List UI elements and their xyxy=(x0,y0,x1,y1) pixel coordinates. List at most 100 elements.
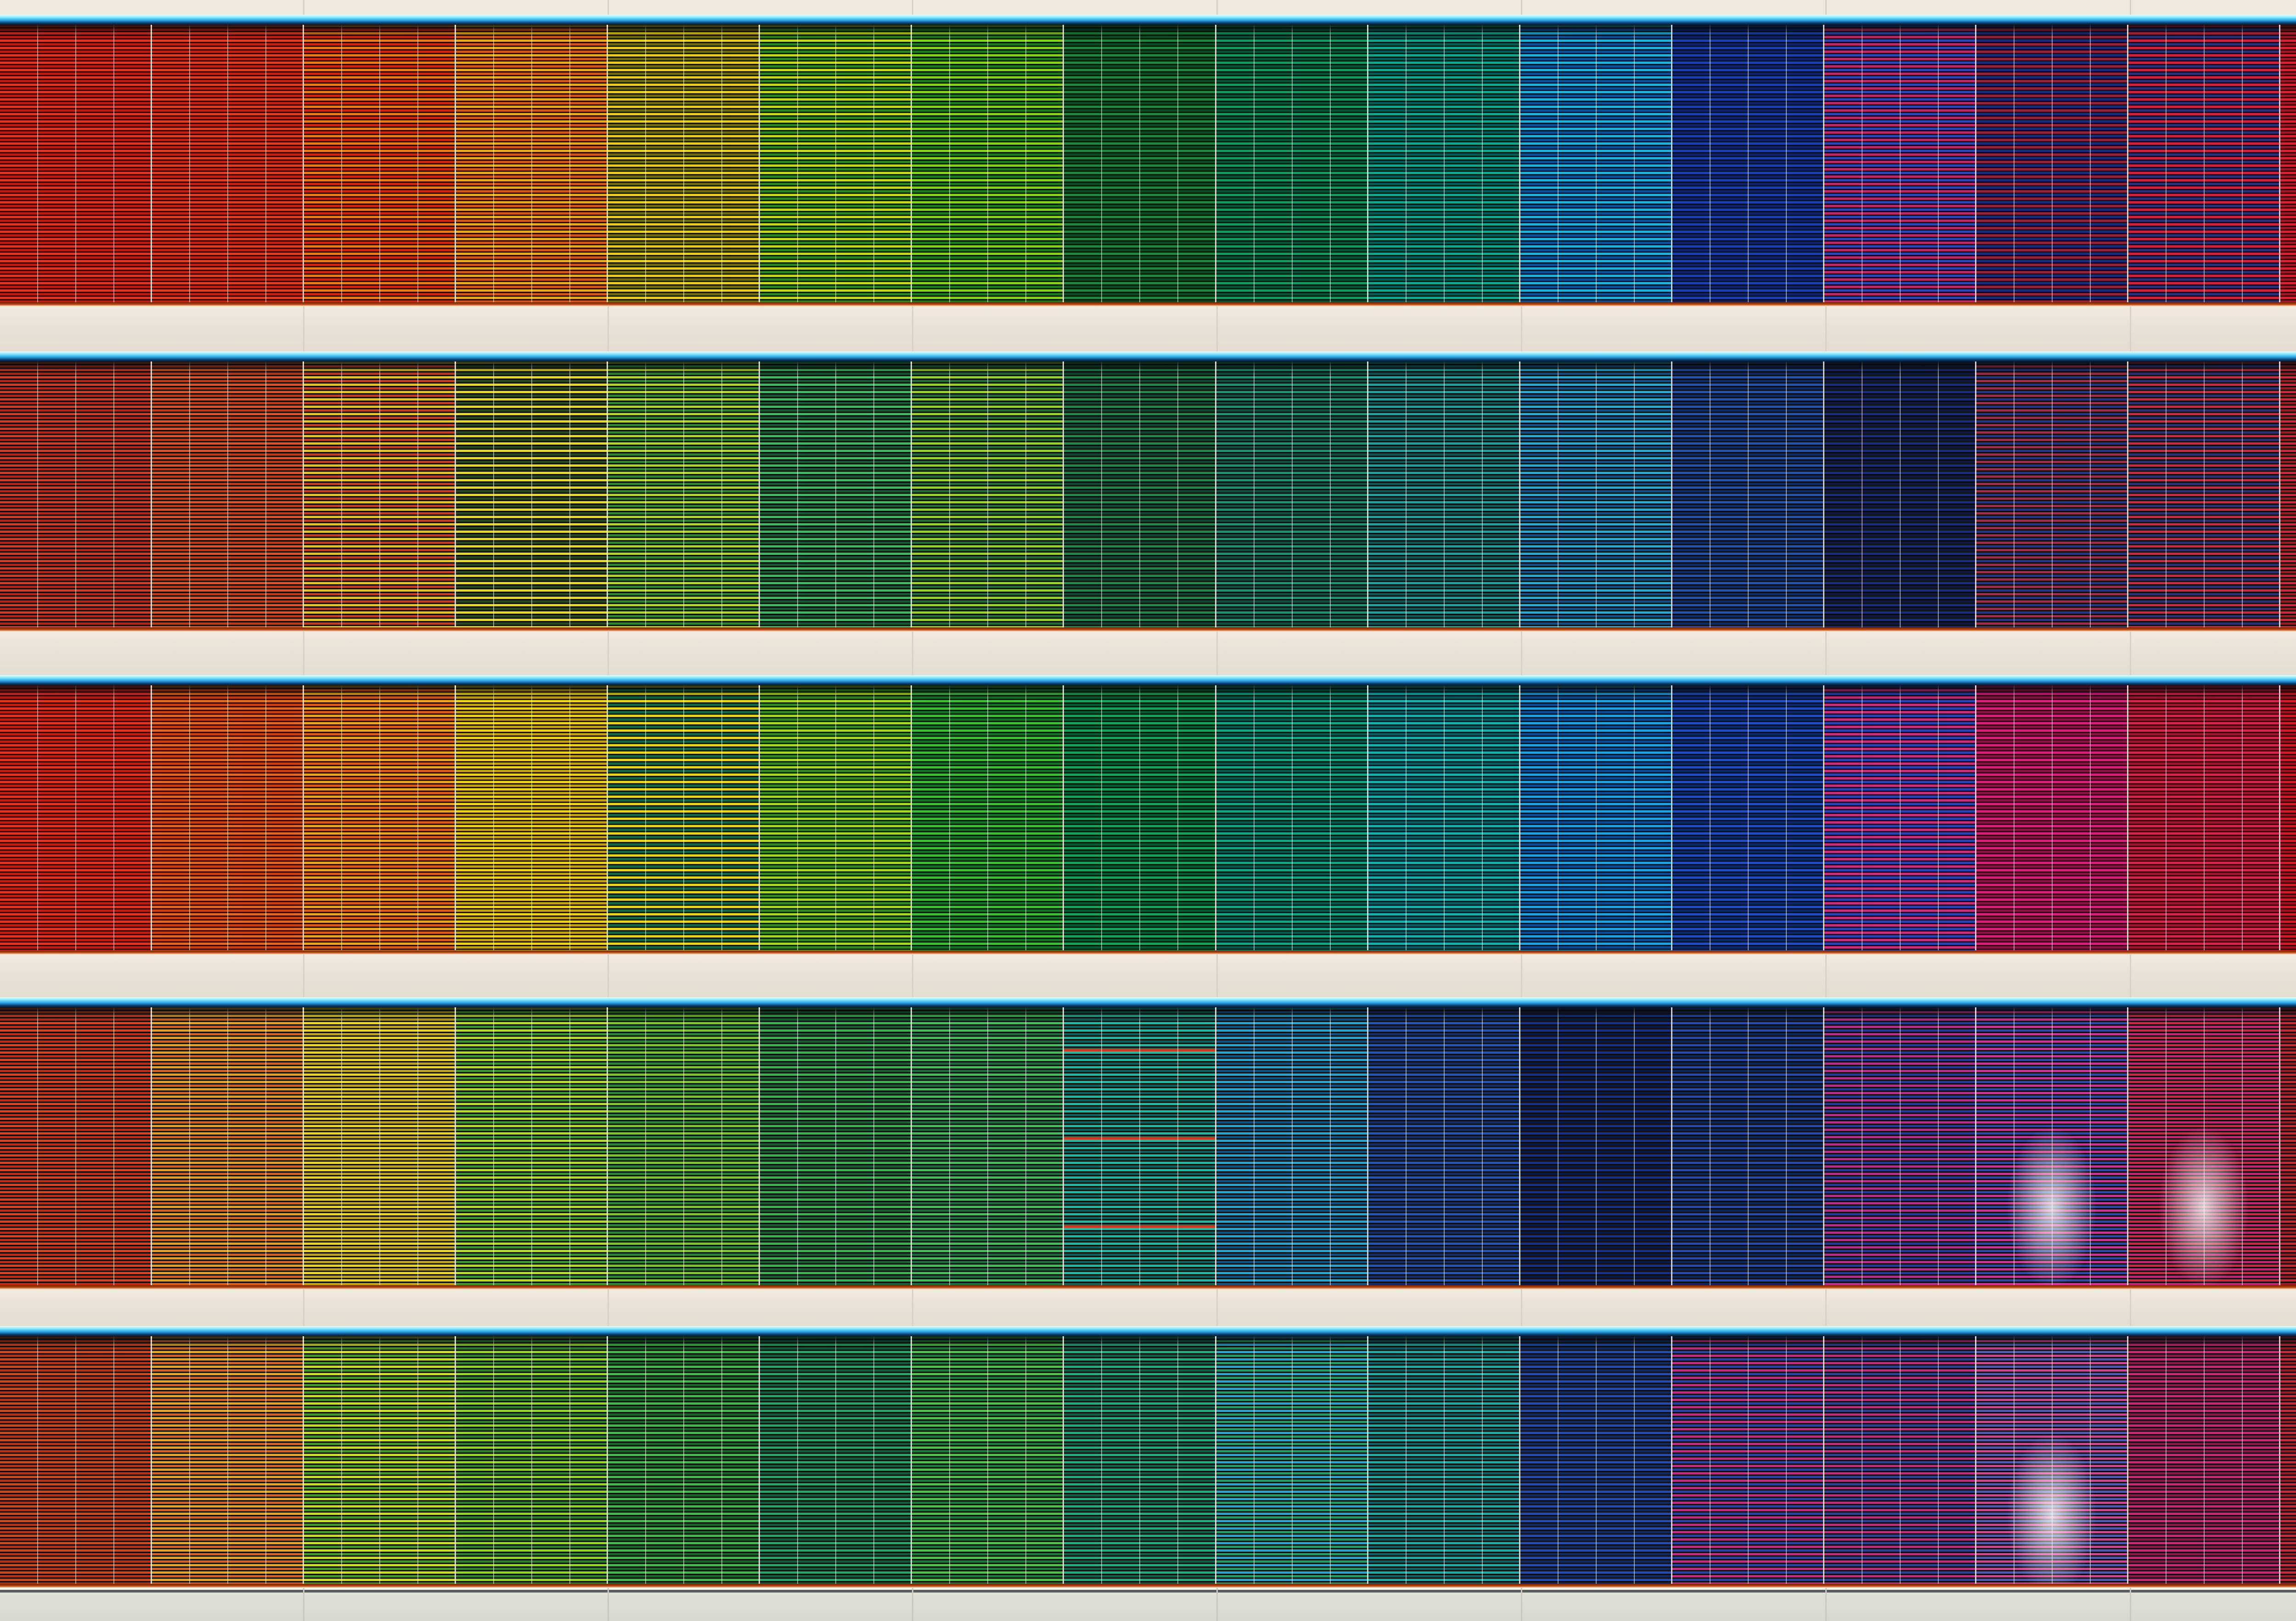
louver-panel xyxy=(1215,1336,1367,1584)
louver-panel xyxy=(1823,25,1975,302)
louver-panel xyxy=(455,25,607,302)
spandrel-band xyxy=(0,955,2296,997)
louver-panel xyxy=(1063,25,1215,302)
sky-reflection-bar xyxy=(0,675,2296,685)
louver-panel xyxy=(1519,1007,1671,1285)
louver-panel xyxy=(607,1007,759,1285)
louver-panel xyxy=(1367,685,1519,950)
louver-panel-strip xyxy=(0,25,2296,302)
louver-panel xyxy=(1823,361,1975,627)
louver-panel xyxy=(1215,361,1367,627)
louver-panel xyxy=(151,361,303,627)
louver-panel xyxy=(1823,685,1975,950)
louver-panel xyxy=(1063,361,1215,627)
facade-row-floor-1-top xyxy=(0,15,2296,306)
louver-panel xyxy=(759,25,911,302)
louver-panel xyxy=(1671,1007,1823,1285)
top-cream-parapet xyxy=(0,0,2296,15)
louver-panel xyxy=(303,25,455,302)
louver-panel xyxy=(1367,361,1519,627)
louver-panel xyxy=(911,685,1063,950)
louver-panel xyxy=(303,1336,455,1584)
louver-panel xyxy=(1519,1336,1671,1584)
louver-panel xyxy=(455,1007,607,1285)
louver-panel xyxy=(1367,1007,1519,1285)
louver-panel xyxy=(1671,25,1823,302)
warm-base-line xyxy=(0,950,2296,955)
louver-panel xyxy=(455,361,607,627)
bottom-plinth xyxy=(0,1588,2296,1621)
sky-reflection-bar xyxy=(0,15,2296,25)
louver-panel xyxy=(303,361,455,627)
louver-panel xyxy=(151,1007,303,1285)
warm-base-line xyxy=(0,1285,2296,1289)
louver-panel xyxy=(2279,685,2296,950)
louver-panel xyxy=(1823,1007,1975,1285)
louver-panel-strip xyxy=(0,1007,2296,1285)
spandrel-band xyxy=(0,1289,2296,1326)
louver-panel xyxy=(1519,685,1671,950)
louver-panel xyxy=(1519,25,1671,302)
louver-panel xyxy=(2127,25,2279,302)
warm-base-line xyxy=(0,302,2296,306)
sky-reflection-bar xyxy=(0,351,2296,361)
louver-panel xyxy=(759,1007,911,1285)
louver-panel-strip xyxy=(0,1336,2296,1584)
facade-row-floor-5-bottom xyxy=(0,1326,2296,1588)
louver-panel xyxy=(1367,25,1519,302)
louver-panel xyxy=(2279,1336,2296,1584)
louver-panel xyxy=(911,25,1063,302)
louver-panel xyxy=(1215,25,1367,302)
louver-panel xyxy=(759,361,911,627)
spandrel-band xyxy=(0,306,2296,351)
louver-panel xyxy=(1367,1336,1519,1584)
facade-row-floor-4 xyxy=(0,997,2296,1289)
louver-panel xyxy=(455,1336,607,1584)
louver-panel xyxy=(2127,1336,2279,1584)
spandrel-band xyxy=(0,632,2296,675)
louver-panel xyxy=(2279,1007,2296,1285)
louver-panel xyxy=(455,685,607,950)
louver-panel xyxy=(1671,1336,1823,1584)
louver-panel xyxy=(911,361,1063,627)
louver-panel xyxy=(1671,361,1823,627)
louver-panel xyxy=(0,685,151,950)
facade-row-floor-2 xyxy=(0,351,2296,632)
louver-panel xyxy=(911,1007,1063,1285)
warm-base-line xyxy=(0,627,2296,632)
louver-panel xyxy=(1063,1007,1215,1285)
louver-panel xyxy=(2127,1007,2279,1285)
warm-base-line xyxy=(0,1584,2296,1588)
louver-panel xyxy=(1975,25,2127,302)
louver-panel-strip xyxy=(0,361,2296,627)
louver-panel xyxy=(1063,685,1215,950)
louver-panel xyxy=(151,1336,303,1584)
louver-panel xyxy=(151,685,303,950)
louver-panel xyxy=(607,25,759,302)
louver-panel xyxy=(1975,1007,2127,1285)
louver-panel xyxy=(607,685,759,950)
louver-panel xyxy=(303,1007,455,1285)
louver-panel-strip xyxy=(0,685,2296,950)
louver-panel xyxy=(1519,361,1671,627)
louver-panel xyxy=(607,361,759,627)
louver-panel xyxy=(1215,685,1367,950)
louver-panel xyxy=(759,1336,911,1584)
sky-reflection-bar xyxy=(0,997,2296,1007)
louver-panel xyxy=(2279,361,2296,627)
louver-panel xyxy=(1671,685,1823,950)
louver-panel xyxy=(0,1336,151,1584)
sky-reflection-bar xyxy=(0,1326,2296,1336)
louver-panel xyxy=(2127,361,2279,627)
louver-panel xyxy=(1975,685,2127,950)
louver-panel xyxy=(0,25,151,302)
louver-panel xyxy=(0,1007,151,1285)
louver-panel xyxy=(1215,1007,1367,1285)
louver-panel xyxy=(1823,1336,1975,1584)
louver-panel xyxy=(1975,1336,2127,1584)
louver-panel xyxy=(1975,361,2127,627)
louver-panel xyxy=(911,1336,1063,1584)
louver-panel xyxy=(303,685,455,950)
louver-panel xyxy=(607,1336,759,1584)
